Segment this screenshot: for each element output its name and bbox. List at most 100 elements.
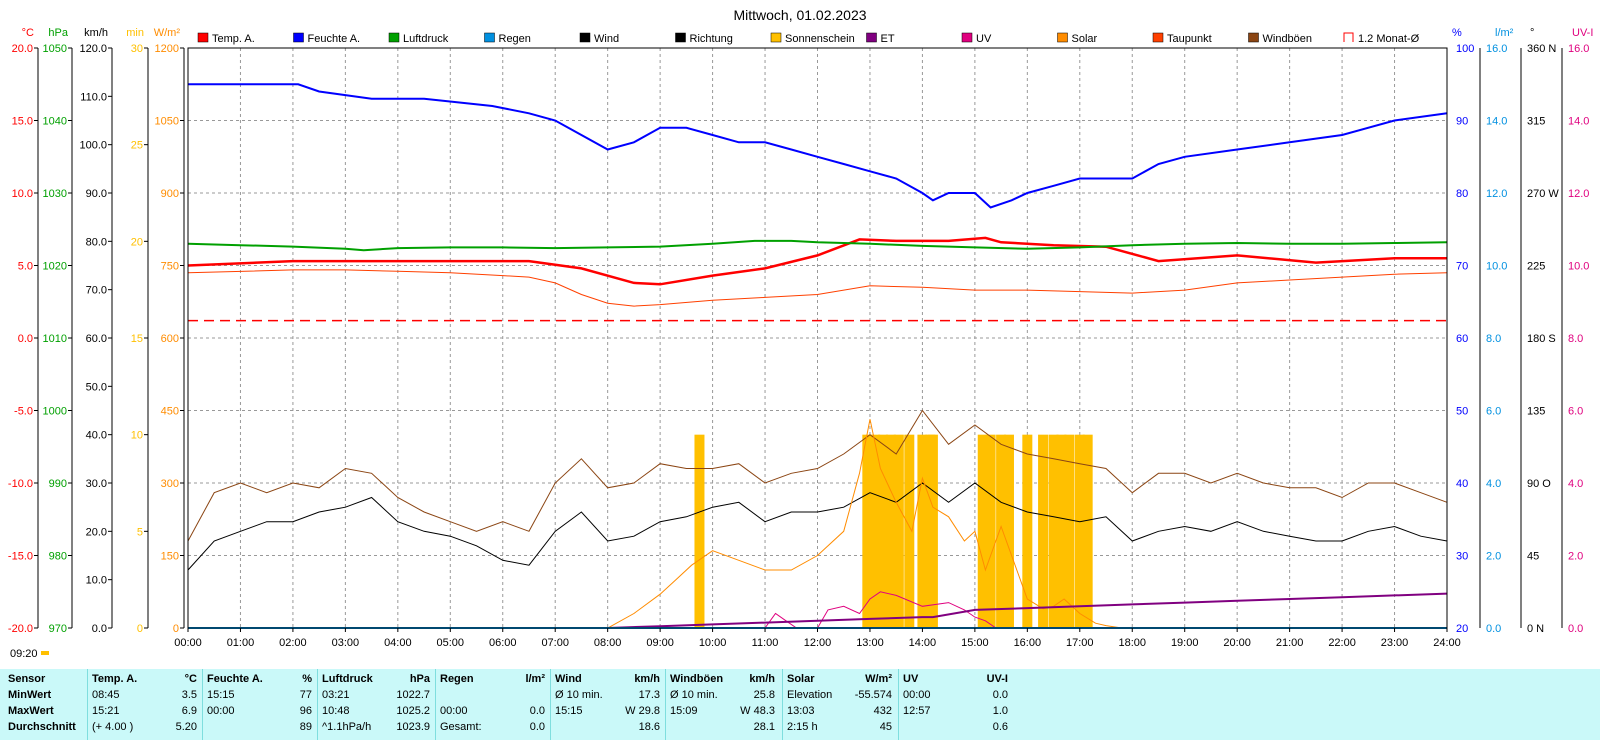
right-axis-tick-label: 180 S [1527, 333, 1556, 345]
x-tick-label: 22:00 [1328, 637, 1356, 649]
legend-swatch [961, 32, 973, 43]
left-axis-tick-label: 5 [137, 526, 143, 538]
legend-swatch [1152, 32, 1164, 43]
stats-row-label: MaxWert [8, 705, 54, 717]
right-axis-tick-label: 315 [1527, 116, 1545, 128]
chart-title: Mittwoch, 01.02.2023 [733, 7, 866, 23]
stats-col-title: Windböen [670, 673, 724, 685]
x-tick-label: 09:00 [646, 637, 674, 649]
left-axis-tick-label: 20.0 [86, 526, 107, 538]
left-axis-tick-label: 150 [161, 551, 179, 563]
stats-time: 15:09 [670, 705, 698, 717]
stats-value: 0.0 [992, 689, 1008, 701]
stats-time: 10:48 [322, 705, 350, 717]
stats-col-unit: km/h [634, 673, 660, 685]
left-axis-tick-label: 600 [161, 333, 179, 345]
sunshine-bar [1022, 434, 1033, 628]
stats-col-unit: UV-I [986, 673, 1008, 685]
stats-row-label: Durchschnitt [8, 721, 76, 733]
stats-time: 15:15 [207, 689, 235, 701]
sunshine-bar [878, 434, 889, 628]
left-axis-tick-label: -10.0 [8, 478, 33, 490]
right-axis-unit: UV-I [1572, 27, 1593, 39]
stats-value: -55.574 [854, 689, 892, 701]
stats-time: 2:15 h [787, 721, 818, 733]
left-axis-tick-label: 1050 [155, 116, 179, 128]
stats-value: 1.0 [992, 705, 1008, 717]
left-axis-tick-label: 10 [131, 430, 143, 442]
left-axis-unit: W/m² [154, 27, 181, 39]
stats-value: 77 [299, 689, 312, 701]
series-line [187, 409, 1448, 542]
right-axis-tick-label: 135 [1527, 406, 1545, 418]
right-axis-tick-label: 10.0 [1486, 261, 1507, 273]
left-axis-tick-label: 970 [49, 623, 67, 635]
left-axis-tick-label: 60.0 [86, 333, 107, 345]
left-axis-tick-label: 15 [131, 333, 143, 345]
x-tick-label: 21:00 [1276, 637, 1304, 649]
left-axis-tick-label: 0 [173, 623, 179, 635]
x-tick-label: 17:00 [1066, 637, 1094, 649]
x-tick-label: 23:00 [1381, 637, 1409, 649]
right-axis-tick-label: 12.0 [1486, 188, 1507, 200]
stats-value: W 48.3 [740, 705, 775, 717]
stats-value: 1025.2 [396, 705, 430, 717]
left-axis-tick-label: 20 [131, 236, 143, 248]
stats-time: 00:00 [207, 705, 235, 717]
x-tick-label: 13:00 [856, 637, 884, 649]
right-axis-tick-label: 6.0 [1486, 406, 1501, 418]
sunshine-bar [1003, 434, 1014, 628]
x-tick-label: 15:00 [961, 637, 989, 649]
right-axis-unit: ° [1530, 27, 1534, 39]
stats-value: 18.6 [638, 721, 660, 733]
right-axis-tick-label: 360 N [1527, 43, 1556, 55]
legend-swatch [866, 32, 877, 43]
sunshine-bar [862, 434, 873, 628]
right-axis-tick-label: 6.0 [1568, 406, 1583, 418]
legend-label: Temp. A. [212, 33, 255, 45]
stats-separator [782, 669, 783, 740]
sunshine-bar [1048, 434, 1059, 628]
left-axis-tick-label: 1000 [43, 406, 67, 418]
x-tick-label: 04:00 [384, 637, 412, 649]
left-axis-tick-label: 80.0 [86, 236, 107, 248]
left-axis-unit: km/h [84, 27, 108, 39]
left-axis-tick-label: 450 [161, 406, 179, 418]
series-line [188, 592, 1448, 629]
right-axis-tick-label: 2.0 [1486, 551, 1501, 563]
legend-label: Regen [499, 33, 531, 45]
legend-label: ET [881, 33, 895, 45]
stats-time: Ø 10 min. [670, 689, 718, 701]
legend-label: Solar [1072, 33, 1098, 45]
left-axis-tick-label: 1020 [43, 261, 67, 273]
plot-frame [187, 47, 1448, 629]
x-tick-label: 10:00 [699, 637, 727, 649]
stats-separator [317, 669, 318, 740]
left-axis-tick-label: 0.0 [18, 333, 33, 345]
stats-col-unit: hPa [409, 673, 430, 685]
right-axis-tick-label: 4.0 [1568, 478, 1583, 490]
sunshine-bar [1074, 434, 1085, 628]
left-axis-tick-label: 10.0 [86, 575, 107, 587]
stats-value: 0.6 [992, 721, 1008, 733]
legend-label: Richtung [690, 33, 733, 45]
left-axis-tick-label: 990 [49, 478, 67, 490]
x-tick-label: 00:00 [174, 637, 202, 649]
x-tick-label: 18:00 [1118, 637, 1146, 649]
stats-separator [435, 669, 436, 740]
legend-label: Luftdruck [403, 33, 449, 45]
stats-time: (+ 4.00 ) [92, 721, 134, 733]
x-axis: 00:00 01:00 02:00 03:00 04:00 05:00 06:00 07:00… [174, 628, 1461, 649]
right-axis-tick-label: 10.0 [1568, 261, 1589, 273]
left-axis-tick-label: 100.0 [79, 140, 107, 152]
right-axis-tick-label: 14.0 [1486, 116, 1507, 128]
sunshine-bar [1056, 434, 1067, 628]
stats-time: ^1.1hPa/h [322, 721, 372, 733]
left-axis-unit: hPa [48, 27, 68, 39]
legend: Temp. A. Feuchte A. Luftdruck Regen Wind Rich… [197, 32, 1420, 45]
right-axis-tick-label: 40 [1456, 478, 1468, 490]
legend-label: Taupunkt [1167, 33, 1212, 45]
left-axis-tick-label: -20.0 [8, 623, 33, 635]
stats-separator [202, 669, 203, 740]
marker-label: 09:20 [10, 648, 38, 660]
